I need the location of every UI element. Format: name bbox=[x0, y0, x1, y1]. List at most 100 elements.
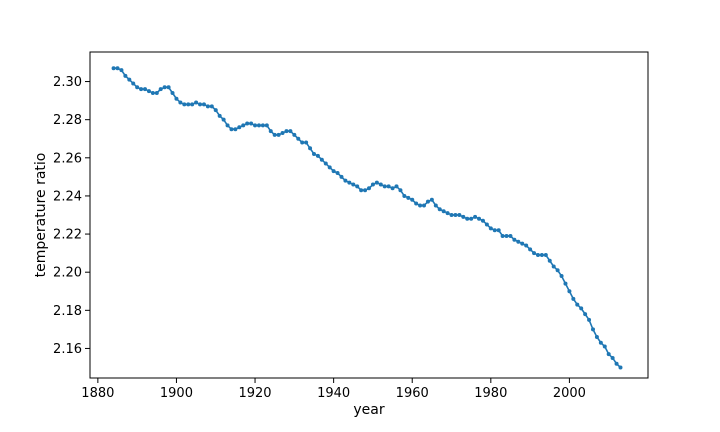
data-point bbox=[367, 186, 371, 191]
data-point bbox=[406, 195, 411, 200]
data-point bbox=[264, 123, 269, 128]
data-point bbox=[477, 216, 482, 221]
data-point bbox=[280, 131, 285, 136]
data-point bbox=[594, 335, 599, 340]
data-point bbox=[229, 127, 234, 132]
data-point bbox=[331, 169, 336, 174]
data-point bbox=[355, 184, 360, 189]
data-point bbox=[559, 274, 564, 279]
data-point bbox=[260, 123, 265, 128]
data-point bbox=[547, 258, 552, 263]
y-tick-label: 2.22 bbox=[53, 228, 82, 243]
data-point bbox=[567, 289, 572, 294]
y-tick-label: 2.26 bbox=[53, 151, 82, 166]
data-point bbox=[590, 327, 595, 332]
data-point bbox=[453, 213, 458, 217]
data-point bbox=[319, 157, 324, 162]
data-point bbox=[504, 233, 509, 238]
x-axis-label: year bbox=[353, 402, 384, 418]
data-point bbox=[449, 213, 454, 217]
data-point bbox=[339, 174, 344, 179]
data-point bbox=[205, 104, 210, 109]
data-point bbox=[473, 214, 478, 219]
data-point bbox=[610, 355, 615, 360]
data-point bbox=[296, 136, 301, 141]
data-point bbox=[308, 146, 313, 151]
data-point bbox=[575, 302, 580, 307]
data-point bbox=[528, 247, 533, 252]
data-point bbox=[154, 90, 159, 95]
data-point bbox=[382, 184, 387, 189]
data-point bbox=[111, 66, 116, 71]
x-tick-label: 2000 bbox=[553, 386, 586, 401]
data-point bbox=[150, 90, 155, 95]
data-point bbox=[551, 264, 556, 269]
data-point bbox=[402, 193, 407, 198]
data-point bbox=[524, 243, 529, 248]
data-point bbox=[213, 108, 218, 113]
data-point bbox=[186, 102, 191, 107]
data-point bbox=[410, 197, 415, 202]
data-point bbox=[484, 222, 489, 227]
series-line bbox=[113, 67, 622, 369]
data-point bbox=[583, 312, 588, 317]
data-point bbox=[555, 268, 560, 273]
data-point bbox=[288, 129, 293, 134]
data-point bbox=[139, 87, 144, 92]
data-point bbox=[178, 100, 183, 105]
data-point bbox=[146, 89, 151, 94]
x-tick-label: 1940 bbox=[317, 386, 350, 401]
data-point bbox=[201, 102, 206, 107]
data-point bbox=[276, 132, 281, 137]
x-tick-label: 1880 bbox=[81, 386, 114, 401]
data-point bbox=[563, 281, 568, 286]
data-point bbox=[241, 123, 246, 128]
data-point bbox=[437, 207, 442, 212]
data-point bbox=[245, 121, 250, 126]
y-tick-label: 2.30 bbox=[53, 75, 82, 90]
data-point bbox=[602, 344, 607, 349]
data-point bbox=[143, 87, 148, 92]
data-point bbox=[370, 182, 375, 187]
data-point bbox=[425, 199, 430, 204]
data-point bbox=[174, 96, 179, 101]
data-point bbox=[508, 233, 513, 238]
data-point bbox=[606, 352, 611, 357]
data-point bbox=[465, 216, 470, 221]
data-point bbox=[347, 180, 352, 185]
data-point bbox=[539, 253, 544, 258]
data-point bbox=[579, 306, 584, 311]
x-axis-ticks: 1880 1900 1920 1940 1960 1980 2000 bbox=[81, 378, 586, 401]
data-point bbox=[351, 182, 356, 187]
data-point bbox=[233, 127, 238, 132]
data-point bbox=[614, 361, 619, 366]
data-point bbox=[587, 317, 592, 322]
data-point bbox=[315, 153, 320, 158]
data-point bbox=[488, 226, 493, 231]
data-point bbox=[378, 182, 383, 187]
data-point bbox=[618, 365, 623, 370]
data-point bbox=[418, 203, 423, 208]
y-tick-label: 2.20 bbox=[53, 266, 82, 281]
data-point bbox=[323, 161, 328, 166]
data-point bbox=[209, 104, 214, 109]
data-point bbox=[457, 213, 462, 217]
data-point bbox=[480, 218, 485, 223]
data-point bbox=[127, 77, 132, 82]
x-tick-label: 1960 bbox=[396, 386, 429, 401]
data-point bbox=[433, 203, 438, 208]
data-point bbox=[414, 201, 419, 206]
data-point bbox=[119, 68, 124, 73]
data-point bbox=[249, 121, 254, 126]
data-point bbox=[512, 237, 517, 242]
data-point bbox=[343, 178, 348, 183]
data-point bbox=[284, 129, 289, 134]
data-point bbox=[158, 87, 163, 92]
data-point bbox=[363, 188, 368, 193]
data-point bbox=[268, 129, 273, 134]
data-point bbox=[304, 140, 309, 145]
x-tick-label: 1920 bbox=[238, 386, 271, 401]
y-axis-ticks: 2.16 2.18 2.20 2.22 2.24 2.26 2.28 2.30 bbox=[53, 75, 90, 357]
y-axis-label: temperature ratio bbox=[33, 153, 49, 278]
